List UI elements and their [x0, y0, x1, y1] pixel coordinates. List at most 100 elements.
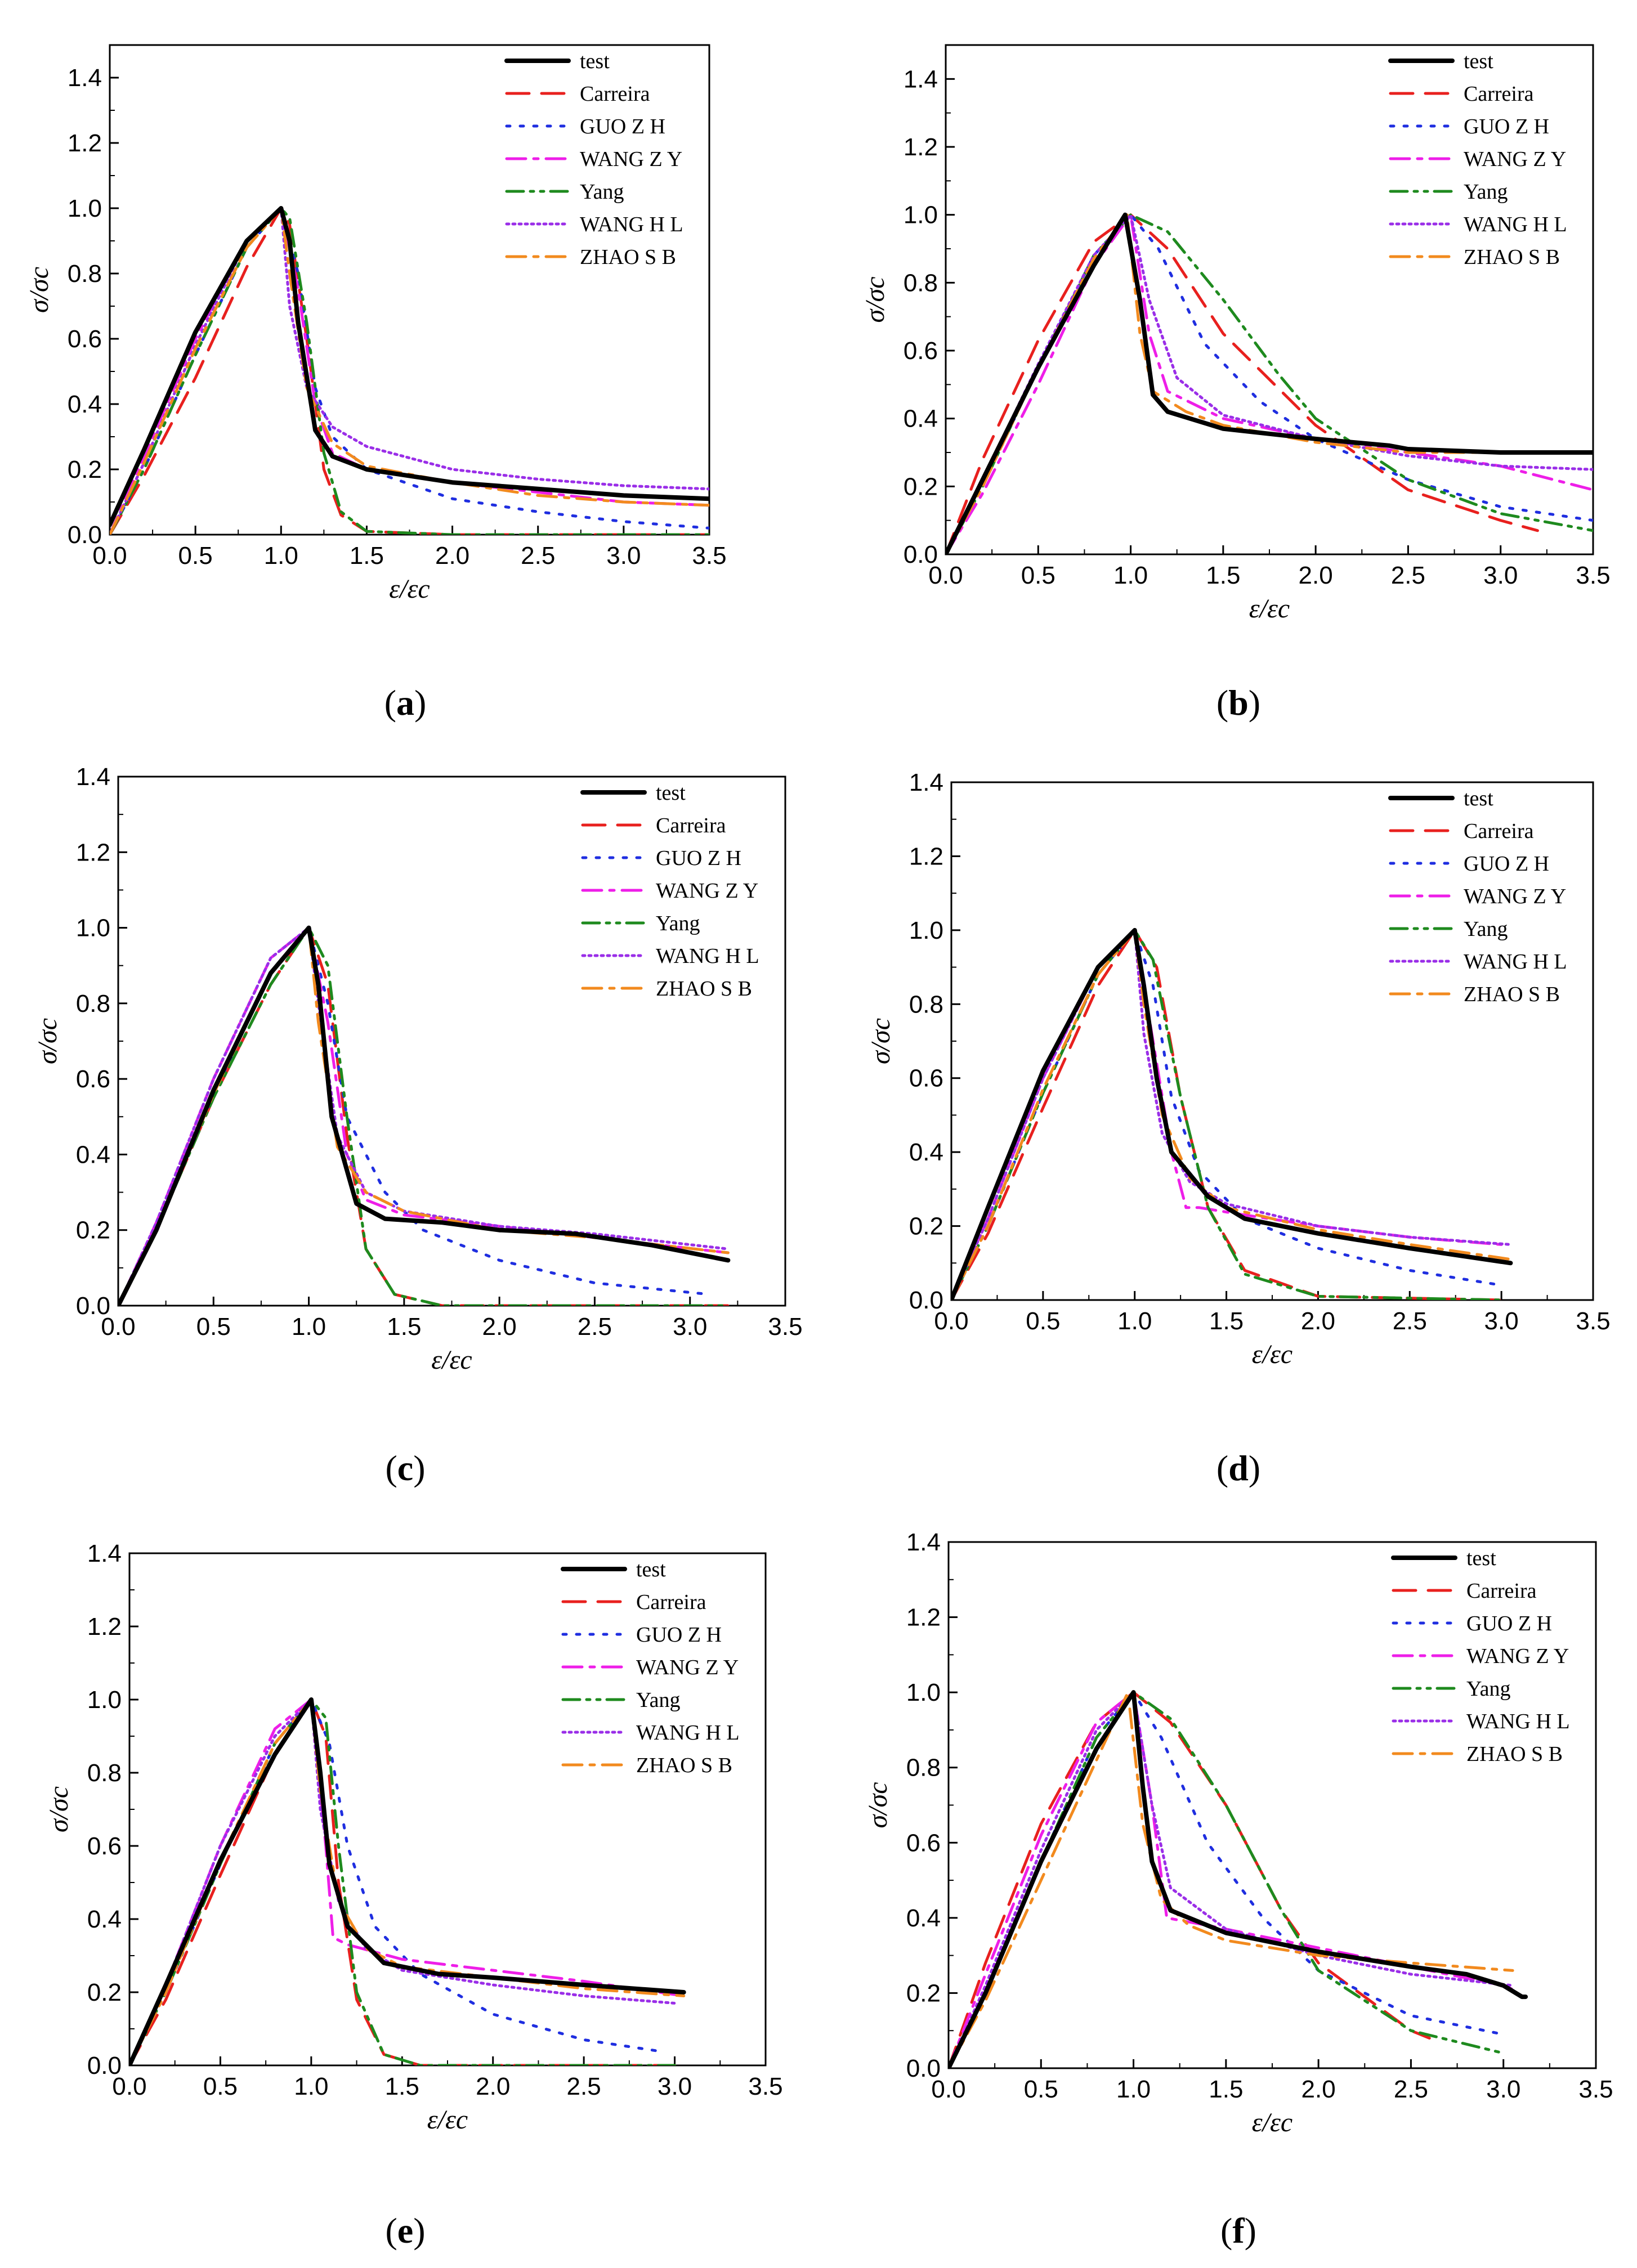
legend-label: GUO Z H: [1464, 115, 1549, 138]
x-tick-label: 3.0: [606, 542, 641, 570]
x-tick-label: 0.5: [196, 1313, 231, 1341]
x-tick-label: 1.5: [385, 2073, 419, 2100]
chart-panel-e: 0.0 0.5 1.0 1.5 2.0 2.5 3.0 3.5 0.0 0.2 0.4 0.6 0.8 1…: [44, 1540, 783, 2135]
x-tick-label: 3.5: [1578, 2076, 1613, 2103]
legend-label: ZHAO S B: [1464, 245, 1560, 269]
x-axis-label: ε/εc: [1252, 1339, 1292, 1369]
y-tick-label: 0.0: [904, 541, 938, 568]
chart-panel-a: 0.0 0.5 1.0 1.5 2.0 2.5 3.0 3.5 0.0 0.2 0.4 0.6 0.8 1…: [24, 44, 727, 604]
y-tick-label: 1.2: [68, 129, 102, 157]
y-tick-label: 0.8: [68, 260, 102, 288]
x-tick-label: 3.5: [748, 2073, 782, 2100]
y-tick-label: 1.2: [906, 1604, 941, 1631]
y-tick-label: 0.0: [76, 1292, 110, 1320]
y-tick-label: 1.4: [68, 64, 102, 92]
series-line-test: [110, 206, 709, 527]
series-line-guo-z-h: [118, 926, 711, 1306]
series-line-wang-h-l: [951, 929, 1512, 1300]
x-axis-label: ε/εc: [1249, 594, 1290, 624]
panel-label-b: (b): [1216, 683, 1260, 723]
y-tick-label: 1.0: [906, 1679, 941, 1706]
x-tick-label: 2.5: [1391, 562, 1425, 589]
legend-label: Carreira: [580, 82, 650, 106]
legend-label: WANG Z Y: [1466, 1644, 1569, 1668]
x-tick-label: 2.0: [1299, 562, 1333, 589]
series-line-test: [946, 212, 1593, 554]
legend-label: test: [1464, 50, 1493, 73]
x-tick-label: 2.0: [1301, 1307, 1335, 1335]
panel-label-e: (e): [385, 2211, 425, 2251]
x-tick-label: 1.5: [387, 1313, 421, 1341]
x-tick-label: 3.0: [1484, 1307, 1519, 1335]
x-tick-label: 0.5: [1024, 2076, 1058, 2103]
legend-label: test: [656, 781, 686, 805]
legend-label: test: [636, 1558, 666, 1581]
legend-label: ZHAO S B: [1464, 983, 1560, 1006]
x-tick-label: 1.5: [1209, 1307, 1244, 1335]
y-tick-label: 0.0: [68, 521, 102, 549]
y-axis-label: σ/σc: [44, 1786, 74, 1832]
y-tick-label: 0.2: [906, 1979, 941, 2007]
x-axis-label: ε/εc: [1252, 2108, 1292, 2137]
x-tick-label: 0.5: [203, 2073, 238, 2100]
x-tick-label: 1.0: [1117, 1307, 1152, 1335]
y-tick-label: 1.0: [68, 195, 102, 222]
x-tick-label: 1.0: [294, 2073, 328, 2100]
y-tick-label: 0.2: [904, 473, 938, 500]
y-axis-label: σ/σc: [866, 1018, 896, 1064]
legend-label: Yang: [1466, 1677, 1511, 1701]
y-axis-label: σ/σc: [24, 267, 54, 313]
x-tick-label: 0.0: [931, 2076, 965, 2103]
x-tick-label: 1.5: [1206, 562, 1240, 589]
series-line-test: [949, 1690, 1528, 2068]
legend-label: Yang: [656, 912, 700, 935]
y-tick-label: 1.0: [76, 915, 110, 942]
panel-label-d: (d): [1216, 1448, 1260, 1488]
x-tick-label: 1.5: [1209, 2076, 1243, 2103]
legend-label: Yang: [580, 180, 624, 204]
y-tick-label: 0.2: [909, 1213, 943, 1240]
y-tick-label: 1.4: [87, 1540, 122, 1567]
legend-label: WANG H L: [656, 944, 759, 968]
x-tick-label: 0.0: [112, 2073, 146, 2100]
x-tick-label: 0.0: [101, 1313, 135, 1341]
y-tick-label: 0.8: [87, 1759, 122, 1787]
legend-label: WANG Z Y: [636, 1656, 739, 1679]
y-tick-label: 1.0: [904, 201, 938, 229]
panel-label-c: (c): [385, 1448, 425, 1488]
legend-label: Carreira: [1464, 819, 1534, 843]
y-tick-label: 1.0: [87, 1686, 122, 1714]
x-tick-label: 2.0: [435, 542, 469, 570]
legend-label: WANG H L: [1464, 213, 1567, 236]
legend-label: Carreira: [1466, 1579, 1537, 1603]
legend-label: Yang: [1464, 180, 1508, 204]
series-line-yang: [118, 926, 730, 1306]
y-tick-label: 0.6: [906, 1829, 941, 1857]
y-axis-label: σ/σc: [33, 1018, 62, 1064]
x-tick-label: 0.5: [1026, 1307, 1060, 1335]
y-tick-label: 0.4: [904, 405, 938, 433]
x-tick-label: 2.0: [476, 2073, 510, 2100]
legend-label: test: [580, 50, 610, 73]
legend-label: ZHAO S B: [656, 977, 752, 1001]
x-tick-label: 0.0: [92, 542, 127, 570]
x-axis-label: ε/εc: [427, 2105, 468, 2135]
legend-label: test: [1464, 787, 1493, 810]
panel-label-a: (a): [384, 683, 427, 723]
series-line-carreira: [110, 207, 709, 535]
y-tick-label: 0.2: [76, 1217, 110, 1244]
x-axis-label: ε/εc: [389, 574, 430, 604]
x-tick-label: 2.5: [521, 542, 555, 570]
legend-label: ZHAO S B: [580, 245, 676, 269]
x-tick-label: 3.5: [768, 1313, 802, 1341]
legend-label: GUO Z H: [580, 115, 665, 138]
y-axis-label: σ/σc: [860, 277, 890, 323]
x-tick-label: 2.5: [578, 1313, 612, 1341]
legend-label: ZHAO S B: [1466, 1742, 1563, 1766]
series-line-wang-z-y: [946, 213, 1593, 554]
series-line-zhao-s-b: [951, 929, 1512, 1300]
y-tick-label: 0.8: [904, 269, 938, 297]
y-tick-label: 0.4: [87, 1906, 122, 1933]
legend-label: Yang: [1464, 917, 1508, 941]
x-tick-label: 2.5: [567, 2073, 601, 2100]
